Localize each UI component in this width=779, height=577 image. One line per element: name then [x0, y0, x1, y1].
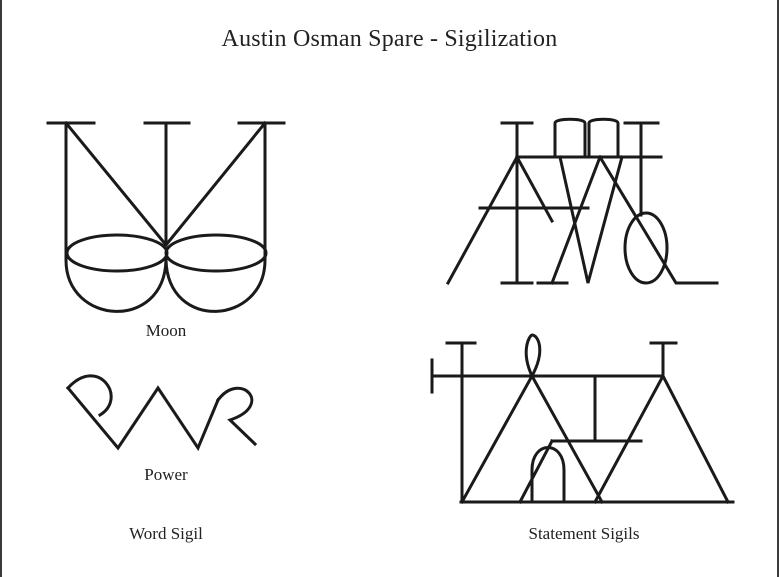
- power-sigil: [65, 374, 258, 452]
- frame-right-edge: [777, 0, 779, 577]
- power-label: Power: [144, 465, 188, 484]
- page-title: Austin Osman Spare - Sigilization: [221, 26, 558, 52]
- statement-sigil-top: [445, 117, 719, 286]
- frame-left-edge: [0, 0, 2, 577]
- moon-sigil: [46, 120, 286, 313]
- statement-sigil-bottom: [430, 333, 735, 505]
- statement-sigils-caption: Statement Sigils: [528, 524, 640, 543]
- word-sigil-caption: Word Sigil: [129, 524, 203, 543]
- moon-label: Moon: [145, 321, 187, 340]
